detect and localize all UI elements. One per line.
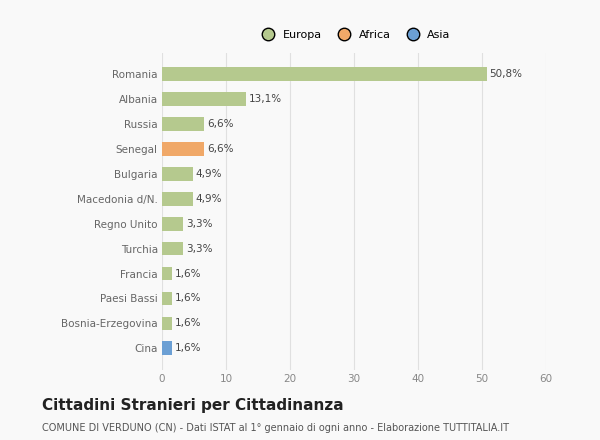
Text: 50,8%: 50,8% xyxy=(490,69,523,79)
Text: 3,3%: 3,3% xyxy=(185,219,212,229)
Bar xyxy=(162,117,204,131)
Text: 3,3%: 3,3% xyxy=(185,244,212,253)
Bar xyxy=(162,242,183,256)
Bar xyxy=(162,341,172,355)
Text: 13,1%: 13,1% xyxy=(248,94,281,104)
Text: 4,9%: 4,9% xyxy=(196,169,223,179)
Text: 1,6%: 1,6% xyxy=(175,293,202,304)
Bar xyxy=(162,67,487,81)
Text: COMUNE DI VERDUNO (CN) - Dati ISTAT al 1° gennaio di ogni anno - Elaborazione TU: COMUNE DI VERDUNO (CN) - Dati ISTAT al 1… xyxy=(42,423,509,433)
Text: 6,6%: 6,6% xyxy=(207,144,233,154)
Bar xyxy=(162,142,204,156)
Bar xyxy=(162,217,183,231)
Text: 1,6%: 1,6% xyxy=(175,319,202,328)
Legend: Europa, Africa, Asia: Europa, Africa, Asia xyxy=(254,27,454,44)
Bar xyxy=(162,92,246,106)
Bar xyxy=(162,292,172,305)
Text: Cittadini Stranieri per Cittadinanza: Cittadini Stranieri per Cittadinanza xyxy=(42,398,344,413)
Bar xyxy=(162,267,172,280)
Bar xyxy=(162,316,172,330)
Text: 1,6%: 1,6% xyxy=(175,343,202,353)
Text: 6,6%: 6,6% xyxy=(207,119,233,129)
Bar xyxy=(162,192,193,205)
Text: 1,6%: 1,6% xyxy=(175,268,202,279)
Text: 4,9%: 4,9% xyxy=(196,194,223,204)
Bar xyxy=(162,167,193,181)
